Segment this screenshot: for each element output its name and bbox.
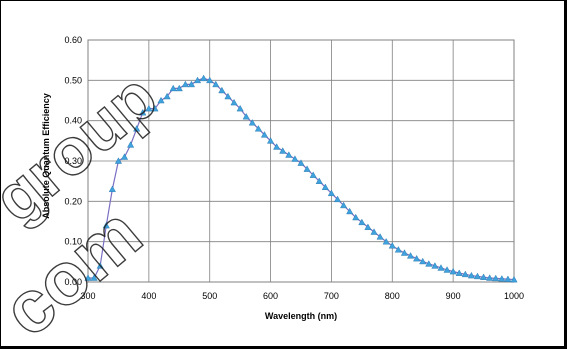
data-point [340,201,348,209]
data-point [370,228,378,235]
data-point [492,274,500,282]
data-point [84,274,92,281]
data-point [90,274,98,281]
data-point [388,242,396,249]
data-point [376,233,384,240]
y-axis-title: Absolute Quantum Efficiency [41,93,51,219]
data-point [504,275,512,282]
data-point [230,98,238,106]
grid [87,39,515,283]
data-point [157,96,165,104]
data-point [169,84,177,92]
data-point [358,218,366,226]
data-point [346,207,354,215]
data-point [175,84,183,92]
data-point [206,76,214,84]
data-point [139,108,147,116]
data-point [297,159,305,166]
x-tick-label: 1000 [504,291,524,301]
data-point [486,274,494,281]
data-point [480,273,488,280]
data-point [114,157,122,164]
data-point [394,246,402,253]
data-point [315,177,323,184]
y-tick-label: 0.40 [64,116,82,126]
data-point [163,92,171,100]
data-point [321,183,329,190]
x-tick-label: 300 [80,291,95,301]
y-tick-label: 0.60 [64,35,82,45]
data-point [273,143,281,150]
data-point [279,147,287,154]
data-point [242,113,250,120]
data-point [194,76,202,84]
data-point [455,269,463,276]
data-point [291,155,299,162]
data-point [285,151,293,158]
data-point [333,195,342,203]
data-point [431,262,439,269]
data-point [96,262,104,269]
data-point [425,260,433,267]
data-point [108,185,116,192]
data-point [254,125,262,132]
data-point [352,213,360,221]
data-point [187,80,195,88]
data-point [309,171,317,178]
data-point [200,74,208,82]
data-point [248,119,256,126]
x-axis: 300 400 500 600 700 800 900 1000 [80,291,524,301]
y-tick-label: 0.10 [64,237,82,247]
data-point [413,254,421,262]
x-tick-label: 400 [141,291,156,301]
data-point [236,104,244,112]
data-point [224,92,232,100]
data-point [510,275,518,283]
data-point [102,221,110,229]
data-point [181,80,189,88]
x-tick-label: 900 [446,291,461,301]
watermark: group com [0,58,171,349]
y-tick-label: 0.30 [64,156,82,166]
data-point [267,137,275,144]
x-axis-title: Wavelength (nm) [265,311,337,321]
x-tick-label: 600 [263,291,278,301]
data-point [419,257,427,265]
data-point [127,141,135,148]
data-point [443,266,451,273]
y-tick-label: 0.50 [64,75,82,85]
x-tick-label: 700 [324,291,339,301]
data-point [467,271,475,279]
data-point [498,275,506,282]
data-point [260,131,269,138]
y-axis: 0.00 0.10 0.20 0.30 0.40 0.50 0.60 [64,35,82,287]
data-point [303,165,311,172]
data-point [120,153,129,160]
data-point [449,267,457,275]
x-tick-label: 500 [202,291,217,301]
data-point [133,125,141,132]
data-point [151,104,159,112]
data-point [212,80,220,88]
plot-area [84,74,518,283]
x-tick-label: 800 [385,291,400,301]
data-point [364,223,372,230]
data-point [382,238,390,245]
data-point [218,86,226,94]
y-tick-label: 0.00 [64,277,82,287]
data-point [400,249,408,256]
data-point [407,252,415,259]
data-point [145,104,153,112]
data-point [327,189,335,197]
data-point [437,264,445,271]
y-tick-label: 0.20 [64,196,82,206]
data-point [473,272,482,280]
data-point [461,270,469,278]
